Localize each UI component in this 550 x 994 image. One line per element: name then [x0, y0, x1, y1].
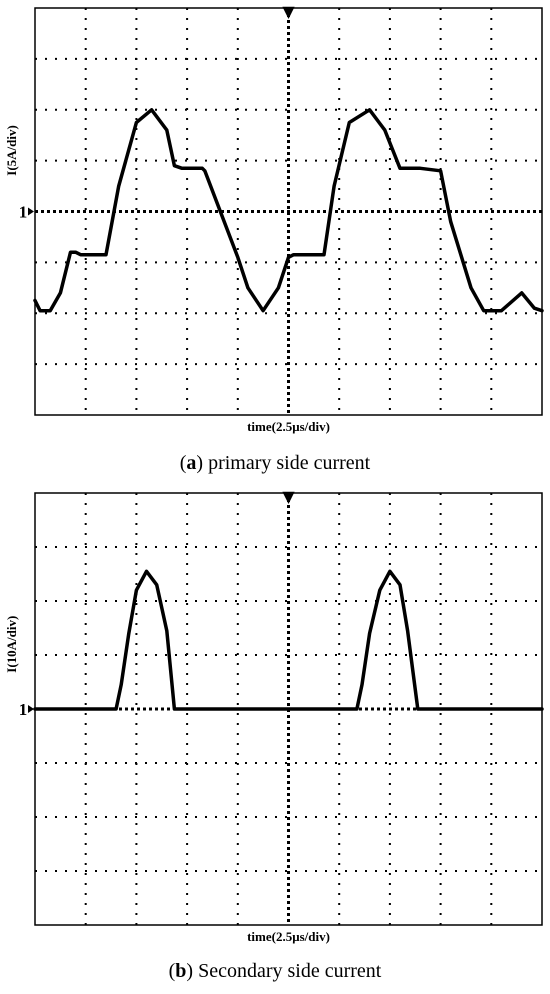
- primary-trigger-marker: ▼: [282, 2, 295, 21]
- primary-ground-marker: 1: [19, 203, 28, 222]
- secondary-current-chart: ▼ 1 I(10A/div) time(2.5μs/div): [0, 485, 550, 945]
- secondary-current-plot: ▼ 1 I(10A/div) time(2.5μs/div): [4, 487, 544, 944]
- primary-ground-arrow: [28, 207, 34, 216]
- caption-a-letter: a: [186, 452, 197, 474]
- secondary-ground-marker: 1: [19, 700, 28, 719]
- primary-current-chart: ▼ 1 I(5A/div) time(2.5μs/div): [0, 0, 550, 440]
- caption-b-text: Secondary side current: [193, 960, 382, 982]
- caption-b: (b) Secondary side current: [168, 960, 382, 982]
- secondary-trace-1: [33, 569, 544, 711]
- primary-current-plot: ▼ 1 I(5A/div) time(2.5μs/div): [4, 2, 544, 434]
- primary-ylabel: I(5A/div): [4, 125, 19, 176]
- primary-xlabel: time(2.5μs/div): [247, 419, 330, 434]
- secondary-xlabel: time(2.5μs/div): [247, 929, 330, 944]
- primary-trace-1: [33, 108, 544, 313]
- caption-b-letter: b: [175, 960, 187, 982]
- caption-a-text: primary side current: [203, 452, 371, 474]
- secondary-ground-arrow: [28, 705, 34, 713]
- secondary-ylabel: I(10A/div): [4, 616, 19, 673]
- caption-a: (a) primary side current: [179, 452, 371, 474]
- secondary-trigger-marker: ▼: [282, 487, 295, 506]
